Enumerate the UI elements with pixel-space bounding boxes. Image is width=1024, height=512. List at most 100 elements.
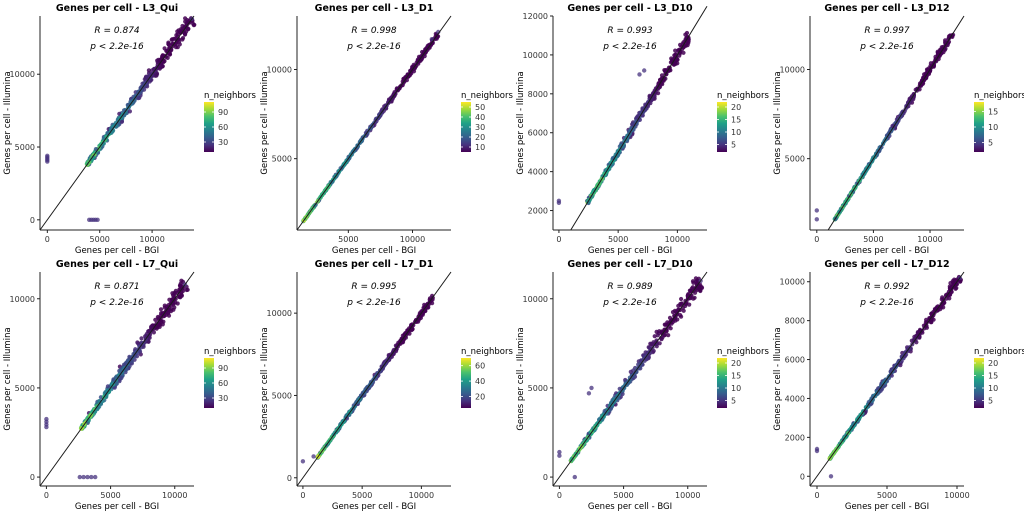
data-point xyxy=(353,401,358,406)
data-point xyxy=(165,55,170,61)
y-axis-label: Genes per cell - Illumina xyxy=(3,327,13,430)
y-tick-label: 10000 xyxy=(267,309,292,318)
data-point xyxy=(159,311,164,316)
data-point xyxy=(146,68,151,73)
data-point xyxy=(44,416,49,422)
data-point xyxy=(889,373,894,378)
y-tick-label: 10000 xyxy=(10,295,35,304)
legend-tick-label: 60 xyxy=(218,379,228,388)
legend-title: n_neighbors xyxy=(461,347,513,357)
data-point xyxy=(186,26,191,31)
y-axis-label: Genes per cell - Illumina xyxy=(773,71,783,174)
data-point xyxy=(191,21,196,26)
data-point xyxy=(119,375,124,380)
data-point xyxy=(683,32,688,37)
legend-tick-label: 40 xyxy=(475,113,485,122)
y-tick-label: 12000 xyxy=(523,12,548,21)
chart-panel-5: Genes per cell - L7_Qui 0 5000 10000 0 5000 10… xyxy=(3,259,256,512)
p-annotation: p < 2.2e-16 xyxy=(346,42,401,52)
data-point xyxy=(166,41,171,47)
data-point xyxy=(814,446,820,452)
y-tick-label: 5000 xyxy=(785,155,805,164)
data-point xyxy=(556,198,562,203)
r-annotation: R = 0.992 xyxy=(864,282,910,292)
x-tick-label: 10000 xyxy=(162,491,187,500)
y-tick-label: 4000 xyxy=(528,168,548,177)
data-point xyxy=(620,391,625,397)
y-tick-label: 5000 xyxy=(15,384,35,393)
legend-colorbar xyxy=(717,102,727,152)
x-tick-label: 5000 xyxy=(877,491,897,500)
data-point xyxy=(949,289,954,294)
legend-tick-label: 90 xyxy=(218,364,228,373)
y-tick-label: 0 xyxy=(30,216,35,225)
legend-tick-label: 10 xyxy=(475,143,485,152)
y-axis-label: Genes per cell - Illumina xyxy=(773,327,783,430)
data-point xyxy=(659,73,665,78)
y-tick-label: 10000 xyxy=(780,66,805,75)
data-point xyxy=(158,307,164,312)
x-axis-label: Genes per cell - BGI xyxy=(75,502,159,512)
chart-title: Genes per cell - L3_D1 xyxy=(315,3,434,14)
data-point xyxy=(935,50,940,55)
data-point xyxy=(557,453,562,458)
chart-panel-2: Genes per cell - L3_D1 5000 10000 5000 10000… xyxy=(260,3,513,256)
data-point xyxy=(637,72,642,77)
data-point xyxy=(657,341,662,346)
data-point xyxy=(127,109,132,114)
legend-title: n_neighbors xyxy=(204,91,256,101)
x-axis-label: Genes per cell - BGI xyxy=(845,246,929,256)
data-point xyxy=(628,369,633,374)
x-tick-label: 10000 xyxy=(139,235,164,244)
data-point xyxy=(620,388,625,393)
y-tick-label: 5000 xyxy=(15,143,35,152)
x-axis-label: Genes per cell - BGI xyxy=(588,246,672,256)
x-tick-label: 5000 xyxy=(100,491,120,500)
x-tick-label: 10000 xyxy=(944,491,969,500)
data-point xyxy=(672,316,677,321)
x-tick-label: 0 xyxy=(300,491,305,500)
legend-tick-label: 60 xyxy=(218,123,228,132)
chart-title: Genes per cell - L7_D12 xyxy=(824,259,949,270)
legend-colorbar xyxy=(461,102,471,152)
data-point xyxy=(649,342,654,347)
legend-title: n_neighbors xyxy=(461,91,513,101)
data-point xyxy=(136,96,141,101)
data-point xyxy=(172,305,177,310)
legend-tick-label: 5 xyxy=(988,139,993,148)
data-point xyxy=(153,317,158,322)
data-point xyxy=(170,291,175,296)
chart-panel-3: Genes per cell - L3_D10 0 5000 10000 2000 400… xyxy=(516,3,769,256)
legend-tick-label: 30 xyxy=(475,123,485,132)
data-point xyxy=(166,313,172,318)
x-tick-label: 10000 xyxy=(665,235,690,244)
data-point xyxy=(111,377,116,382)
chart-title: Genes per cell - L7_Qui xyxy=(56,259,178,270)
data-point xyxy=(688,289,693,294)
x-tick-label: 10000 xyxy=(409,491,434,500)
data-point xyxy=(693,276,699,281)
y-tick-label: 5000 xyxy=(272,155,292,164)
data-point xyxy=(898,363,903,368)
chart-panel-6: Genes per cell - L7_D1 0 5000 10000 0 5000 100… xyxy=(260,259,513,512)
data-point xyxy=(425,304,430,309)
x-tick-label: 5000 xyxy=(352,491,372,500)
legend-colorbar xyxy=(974,102,984,152)
data-point xyxy=(175,301,180,306)
legend-tick-label: 20 xyxy=(731,103,741,112)
data-points xyxy=(814,32,956,222)
legend-tick-label: 90 xyxy=(218,108,228,117)
data-point xyxy=(137,344,142,349)
legend-colorbar xyxy=(717,358,727,408)
data-point xyxy=(119,119,124,124)
y-tick-label: 2000 xyxy=(785,433,805,442)
data-point xyxy=(617,386,622,391)
data-point xyxy=(93,474,98,480)
data-point xyxy=(162,46,167,51)
y-tick-label: 10000 xyxy=(523,51,548,60)
data-point xyxy=(662,68,667,73)
data-point xyxy=(683,303,688,309)
y-tick-label: 10000 xyxy=(267,66,292,75)
r-annotation: R = 0.874 xyxy=(94,26,140,36)
